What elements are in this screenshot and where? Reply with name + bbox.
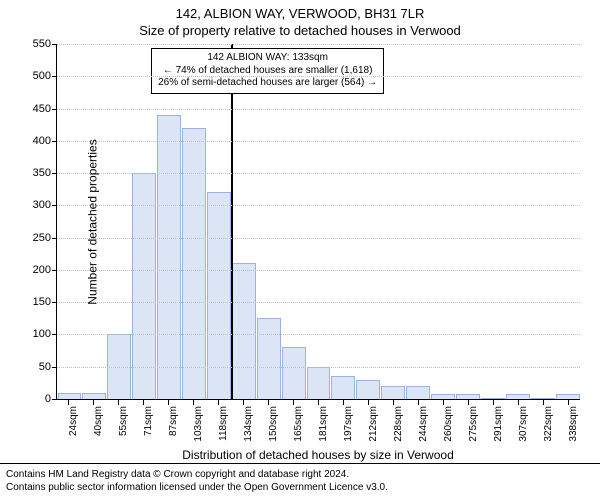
x-tick-label: 307sqm — [518, 406, 529, 442]
x-tick-label: 150sqm — [268, 406, 279, 442]
x-tick-mark — [518, 400, 519, 405]
x-tick-label: 181sqm — [318, 406, 329, 442]
y-tick-label: 350 — [33, 167, 57, 179]
bar — [282, 347, 306, 399]
x-tick-label: 197sqm — [343, 406, 354, 442]
x-tick-mark — [468, 400, 469, 405]
x-tick-label: 260sqm — [443, 406, 454, 442]
x-tick-mark — [118, 400, 119, 405]
gridline — [57, 141, 580, 142]
gridline — [57, 270, 580, 271]
x-tick-mark — [343, 400, 344, 405]
bar — [356, 380, 380, 399]
bar — [381, 386, 405, 399]
x-tick-mark — [568, 400, 569, 405]
bar — [58, 393, 82, 399]
x-tick-label: 118sqm — [218, 406, 229, 441]
bar — [556, 394, 580, 399]
x-tick-label: 338sqm — [568, 406, 579, 442]
bar — [307, 367, 331, 399]
annotation-line: ← 74% of detached houses are smaller (1,… — [158, 65, 377, 78]
page-title: 142, ALBION WAY, VERWOOD, BH31 7LR — [0, 0, 600, 21]
x-tick-label: 228sqm — [393, 406, 404, 442]
bar — [431, 394, 455, 399]
x-axis-label: Distribution of detached houses by size … — [56, 448, 580, 462]
gridline — [57, 238, 580, 239]
gridline — [57, 334, 580, 335]
annotation-box: 142 ALBION WAY: 133sqm ← 74% of detached… — [151, 48, 384, 94]
x-tick-label: 275sqm — [468, 406, 479, 442]
bar — [506, 394, 530, 399]
x-tick-mark — [543, 400, 544, 405]
x-tick-label: 244sqm — [418, 406, 429, 442]
y-tick-label: 550 — [33, 38, 57, 50]
y-tick-label: 300 — [33, 199, 57, 211]
x-tick-mark — [168, 400, 169, 405]
x-tick-mark — [318, 400, 319, 405]
gridline — [57, 302, 580, 303]
plot-area: 142 ALBION WAY: 133sqm ← 74% of detached… — [56, 44, 580, 400]
annotation-line: 26% of semi-detached houses are larger (… — [158, 77, 377, 90]
chart-container: 142 ALBION WAY: 133sqm ← 74% of detached… — [56, 44, 580, 400]
y-tick-label: 250 — [33, 232, 57, 244]
bar — [157, 115, 181, 399]
gridline — [57, 205, 580, 206]
gridline — [57, 76, 580, 77]
bar — [82, 393, 106, 399]
x-tick-mark — [193, 400, 194, 405]
x-tick-label: 40sqm — [93, 406, 104, 436]
x-tick-label: 103sqm — [193, 406, 204, 442]
x-tick-label: 165sqm — [293, 406, 304, 442]
bar — [456, 394, 480, 399]
bar — [132, 173, 156, 399]
annotation-line: 142 ALBION WAY: 133sqm — [158, 52, 377, 65]
bar — [257, 318, 281, 399]
x-tick-mark — [393, 400, 394, 405]
x-tick-mark — [418, 400, 419, 405]
x-tick-mark — [268, 400, 269, 405]
y-tick-label: 50 — [39, 361, 57, 373]
x-tick-label: 87sqm — [168, 406, 179, 436]
bar — [207, 192, 231, 399]
x-tick-label: 291sqm — [493, 406, 504, 442]
x-tick-label: 55sqm — [118, 406, 129, 436]
y-tick-label: 150 — [33, 296, 57, 308]
y-tick-label: 400 — [33, 135, 57, 147]
bar — [331, 376, 355, 399]
bar — [481, 398, 505, 399]
x-tick-mark — [68, 400, 69, 405]
y-axis-label: Number of detached properties — [86, 139, 100, 304]
y-tick-label: 200 — [33, 264, 57, 276]
x-tick-label: 134sqm — [243, 406, 254, 442]
footer-line: Contains public sector information licen… — [6, 481, 594, 494]
bars-group — [57, 44, 580, 399]
x-tick-mark — [218, 400, 219, 405]
x-tick-label: 71sqm — [143, 406, 154, 436]
x-tick-label: 24sqm — [68, 406, 79, 436]
x-tick-mark — [93, 400, 94, 405]
bar — [232, 263, 256, 399]
gridline — [57, 367, 580, 368]
footer-attribution: Contains HM Land Registry data © Crown c… — [0, 463, 600, 500]
gridline — [57, 109, 580, 110]
bar — [406, 386, 430, 399]
page-subtitle: Size of property relative to detached ho… — [0, 21, 600, 38]
x-tick-mark — [443, 400, 444, 405]
gridline — [57, 44, 580, 45]
x-tick-mark — [143, 400, 144, 405]
x-tick-mark — [243, 400, 244, 405]
x-tick-mark — [368, 400, 369, 405]
reference-line — [231, 44, 233, 399]
x-tick-label: 322sqm — [543, 406, 554, 442]
x-tick-mark — [293, 400, 294, 405]
y-tick-label: 100 — [33, 328, 57, 340]
bar — [531, 398, 555, 399]
footer-line: Contains HM Land Registry data © Crown c… — [6, 468, 594, 481]
gridline — [57, 173, 580, 174]
bar — [182, 128, 206, 399]
y-tick-label: 450 — [33, 103, 57, 115]
x-tick-mark — [493, 400, 494, 405]
x-tick-label: 212sqm — [368, 406, 379, 442]
y-tick-label: 500 — [33, 70, 57, 82]
